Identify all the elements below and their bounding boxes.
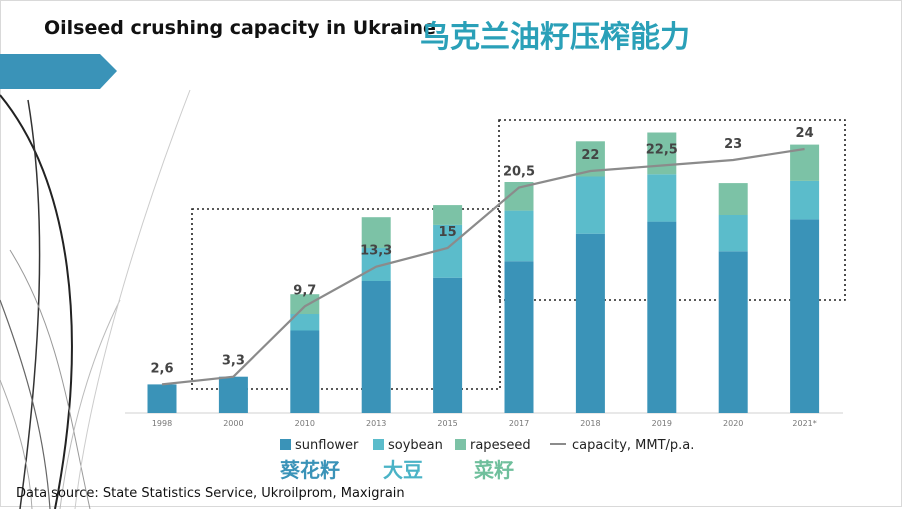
bar-sunflower-2017: [504, 261, 534, 413]
legend-label-capacity: capacity, MMT/p.a.: [572, 438, 694, 453]
capacity-value-label: 9,7: [293, 283, 316, 298]
title-banner-arrow: [0, 54, 117, 89]
legend-swatch-sunflower: [280, 439, 291, 450]
legend-label-sunflower: sunflower: [295, 438, 359, 453]
highlight-box-early: [191, 208, 501, 390]
x-tick-label: 2010: [295, 419, 315, 428]
x-tick-label: 2000: [223, 419, 243, 428]
legend-label-rapeseed: rapeseed: [470, 438, 531, 453]
cn-legend-rapeseed: 菜籽: [473, 458, 514, 482]
cn-legend-sunflower: 葵花籽: [279, 458, 340, 482]
page-title-cn: 乌克兰油籽压榨能力: [420, 20, 690, 55]
bar-sunflower-2021: [790, 219, 820, 413]
x-tick-label: 2020: [723, 419, 743, 428]
bar-rapeseed-2020: [718, 183, 748, 215]
capacity-value-label: 3,3: [222, 354, 245, 369]
x-tick-label: 2015: [437, 419, 457, 428]
capacity-value-label: 23: [724, 137, 742, 152]
x-tick-label: 2021*: [792, 419, 816, 428]
capacity-value-label: 20,5: [503, 165, 535, 180]
bar-sunflower-2013: [361, 281, 391, 413]
chart-legend: sunflower soybean rapeseed capacity, MMT…: [280, 438, 694, 453]
bar-sunflower-2015: [433, 277, 463, 413]
page-title-en: Oilseed crushing capacity in Ukraine: [44, 17, 436, 39]
bar-rapeseed-2010: [290, 294, 320, 314]
capacity-value-label: 13,3: [360, 244, 392, 259]
x-tick-label: 2013: [366, 419, 386, 428]
bar-sunflower-2019: [647, 221, 677, 413]
bar-sunflower-2020: [718, 251, 748, 413]
bar-rapeseed-2013: [361, 217, 391, 248]
legend-label-soybean: soybean: [388, 438, 443, 453]
bar-sunflower-2010: [290, 330, 320, 413]
capacity-value-label: 2,6: [150, 361, 173, 376]
bar-soybean-2021: [790, 180, 820, 220]
bar-soybean-2017: [504, 210, 534, 262]
data-source-note: Data source: State Statistics Service, U…: [16, 486, 405, 501]
capacity-value-label: 22: [581, 148, 599, 163]
highlight-box-late: [498, 119, 846, 301]
bar-soybean-2010: [290, 314, 320, 331]
legend-swatch-soybean: [373, 439, 384, 450]
capacity-value-label: 24: [796, 126, 814, 141]
capacity-value-label: 15: [439, 225, 457, 240]
decorative-swooshes: [0, 89, 191, 509]
bar-sunflower-1998: [147, 384, 177, 413]
legend-swatch-rapeseed: [455, 439, 466, 450]
x-tick-label: 2017: [509, 419, 529, 428]
x-tick-label: 2019: [652, 419, 672, 428]
bar-sunflower-2000: [218, 376, 248, 413]
bar-soybean-2020: [718, 215, 748, 252]
x-tick-label: 1998: [152, 419, 172, 428]
x-tick-label: 2018: [580, 419, 600, 428]
bar-soybean-2019: [647, 174, 677, 222]
bar-sunflower-2018: [575, 233, 605, 413]
capacity-line: [161, 147, 805, 386]
capacity-value-label: 22,5: [646, 143, 678, 158]
cn-legend-soybean: 大豆: [383, 458, 423, 482]
bar-rapeseed-2015: [433, 205, 463, 225]
bar-soybean-2018: [575, 176, 605, 234]
